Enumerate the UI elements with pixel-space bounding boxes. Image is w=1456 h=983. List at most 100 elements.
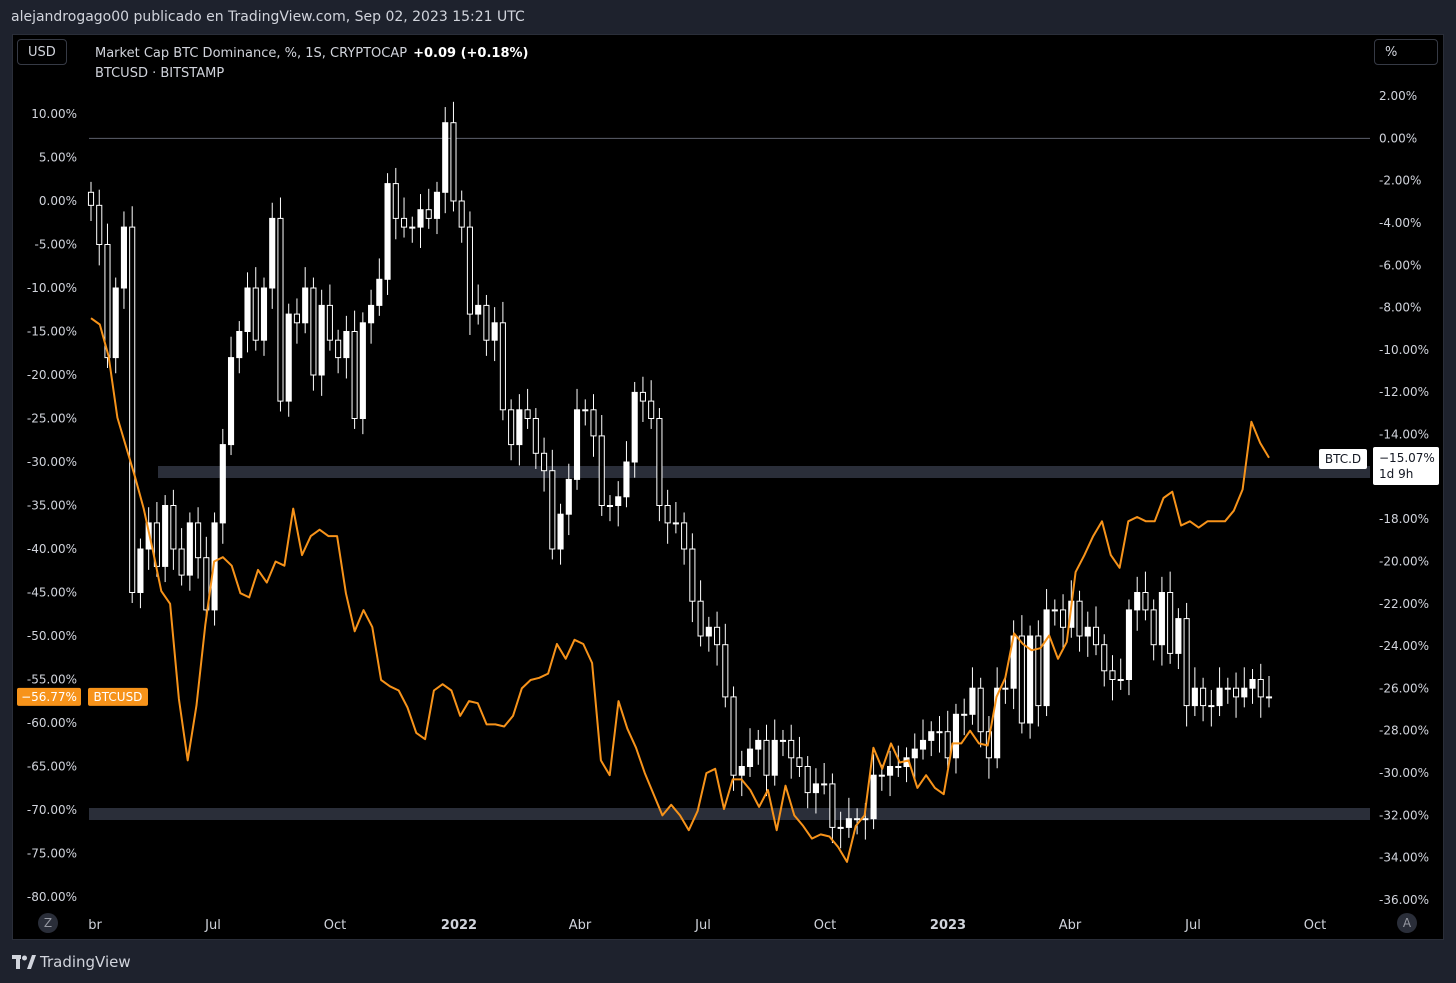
right-axis-tick: -28.00% — [1379, 724, 1429, 738]
candle-body — [689, 548, 696, 602]
candle-body — [351, 331, 358, 419]
candle-body — [1101, 644, 1108, 672]
x-axis-tick: Oct — [814, 918, 836, 933]
candle-body — [705, 626, 712, 637]
candle-body — [994, 687, 1001, 759]
candle-body — [887, 766, 894, 776]
btcusd-value-text: −56.77% — [21, 690, 77, 704]
btcusd-value-tag — [17, 687, 81, 706]
candle-body — [977, 687, 984, 733]
candle-body — [1183, 618, 1190, 707]
candle-body — [508, 409, 515, 446]
candle-body — [763, 739, 770, 776]
candle-body — [104, 244, 111, 359]
candle-body — [417, 209, 424, 228]
candle-body — [1265, 696, 1273, 699]
right-axis-tick: -26.00% — [1379, 681, 1429, 695]
candle-body — [722, 644, 729, 698]
auto-scale-button[interactable]: A — [1397, 913, 1417, 933]
candle-body — [491, 322, 498, 341]
candle-body — [1191, 687, 1198, 707]
candle-body — [541, 452, 548, 472]
candle-body — [944, 731, 951, 759]
candle-body — [623, 461, 630, 498]
candle-body — [1084, 626, 1091, 637]
candle-body — [499, 322, 506, 411]
candle-body — [170, 505, 177, 550]
candle-body — [252, 287, 259, 341]
left-axis-tick: -20.00% — [27, 368, 77, 382]
candle-body — [236, 331, 243, 359]
currency-button[interactable]: USD — [17, 39, 67, 65]
right-axis-tick: -20.00% — [1379, 554, 1429, 568]
right-axis-tick: -4.00% — [1379, 216, 1421, 230]
candle-body — [285, 313, 292, 402]
candle-body — [318, 304, 325, 376]
legend-main-change: +0.09 (+0.18%) — [413, 46, 529, 61]
candle-body — [804, 766, 811, 794]
candle-body — [409, 226, 416, 229]
candle-body — [615, 496, 622, 506]
left-axis-tick: -55.00% — [27, 673, 77, 687]
candle-body — [1208, 705, 1215, 708]
legend-second-series: BTCUSD · BITSTAMP — [95, 66, 225, 81]
candle-body — [565, 478, 572, 515]
candle-body — [779, 739, 787, 742]
candle-body — [598, 435, 605, 506]
candle-body — [1092, 626, 1100, 646]
candle-body — [483, 304, 490, 341]
btcd-value-text: −15.07% — [1379, 451, 1435, 465]
legend-second: BTCUSD · BITSTAMP — [95, 64, 528, 84]
chart-area[interactable]: 10.00% 5.00% 0.00% -5.00% -10.00% -15.00% -20.… — [12, 34, 1444, 940]
x-axis-tick: Abr — [569, 918, 592, 933]
candle-body — [219, 444, 226, 524]
candle-body — [1158, 592, 1165, 646]
candle-body — [961, 713, 968, 716]
candle-body — [129, 226, 136, 593]
candle-body — [195, 522, 202, 559]
x-axis-tick: Oct — [324, 918, 346, 933]
right-axis-tick: -10.00% — [1379, 343, 1429, 357]
tradingview-brand[interactable]: TradingView — [12, 953, 131, 971]
right-axis-tick: -12.00% — [1379, 385, 1429, 399]
candle-body — [936, 731, 943, 734]
right-axis-tick: -36.00% — [1379, 893, 1429, 907]
candle-body — [1051, 609, 1058, 612]
candle-body — [450, 122, 457, 202]
candle-body — [532, 418, 539, 454]
candle-body — [582, 409, 589, 412]
candle-body — [1200, 687, 1207, 707]
left-axis-tick: -70.00% — [27, 803, 77, 817]
candle-body — [277, 217, 284, 402]
candle-body — [400, 217, 408, 228]
candle-body — [1027, 635, 1034, 724]
tradingview-logo-icon — [12, 955, 36, 969]
candle-body — [878, 774, 885, 777]
candle-body — [186, 522, 193, 576]
candle-body — [112, 287, 119, 359]
x-axis-tick: 2022 — [441, 918, 477, 933]
percent-scale-button[interactable]: % — [1374, 39, 1438, 65]
candle-body — [812, 783, 819, 794]
candle-body — [771, 739, 778, 776]
candle-body — [244, 287, 251, 332]
candle-body — [821, 783, 828, 786]
x-axis-tick: 2023 — [930, 918, 966, 933]
btcd-name-tag — [1319, 449, 1367, 469]
x-axis-tick: br — [88, 918, 102, 933]
zoom-button[interactable]: Z — [38, 913, 58, 933]
candle-body — [425, 209, 432, 219]
candle-body — [343, 331, 350, 359]
candle-body — [1150, 609, 1157, 646]
candle-body — [648, 400, 655, 420]
left-axis-tick: -35.00% — [27, 499, 77, 513]
candle-body — [96, 204, 103, 246]
candle-body — [862, 818, 869, 821]
right-axis-tick: -30.00% — [1379, 766, 1429, 780]
candle-body — [837, 826, 844, 829]
candle-body — [1142, 592, 1149, 611]
candle-body — [829, 783, 836, 828]
candle-body — [442, 122, 449, 193]
footer-bar — [0, 940, 1456, 983]
chart-svg[interactable]: 10.00% 5.00% 0.00% -5.00% -10.00% -15.00% -20.… — [13, 35, 1443, 939]
